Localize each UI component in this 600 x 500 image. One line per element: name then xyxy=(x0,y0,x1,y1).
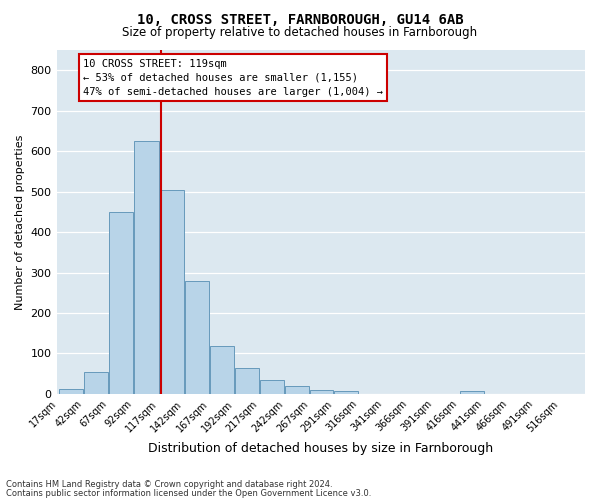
Text: Contains public sector information licensed under the Open Government Licence v3: Contains public sector information licen… xyxy=(6,488,371,498)
Bar xyxy=(134,141,158,394)
Bar xyxy=(210,346,234,394)
Bar xyxy=(235,368,259,394)
Bar xyxy=(84,372,108,394)
Bar xyxy=(185,280,209,394)
Bar xyxy=(460,390,484,394)
Text: Contains HM Land Registry data © Crown copyright and database right 2024.: Contains HM Land Registry data © Crown c… xyxy=(6,480,332,489)
Bar xyxy=(285,386,309,394)
Bar xyxy=(260,380,284,394)
X-axis label: Distribution of detached houses by size in Farnborough: Distribution of detached houses by size … xyxy=(148,442,493,455)
Bar xyxy=(334,390,358,394)
Text: Size of property relative to detached houses in Farnborough: Size of property relative to detached ho… xyxy=(122,26,478,39)
Bar xyxy=(109,212,133,394)
Text: 10 CROSS STREET: 119sqm
← 53% of detached houses are smaller (1,155)
47% of semi: 10 CROSS STREET: 119sqm ← 53% of detache… xyxy=(83,58,383,96)
Bar xyxy=(310,390,334,394)
Bar xyxy=(160,190,184,394)
Bar xyxy=(59,388,83,394)
Y-axis label: Number of detached properties: Number of detached properties xyxy=(15,134,25,310)
Text: 10, CROSS STREET, FARNBOROUGH, GU14 6AB: 10, CROSS STREET, FARNBOROUGH, GU14 6AB xyxy=(137,12,463,26)
